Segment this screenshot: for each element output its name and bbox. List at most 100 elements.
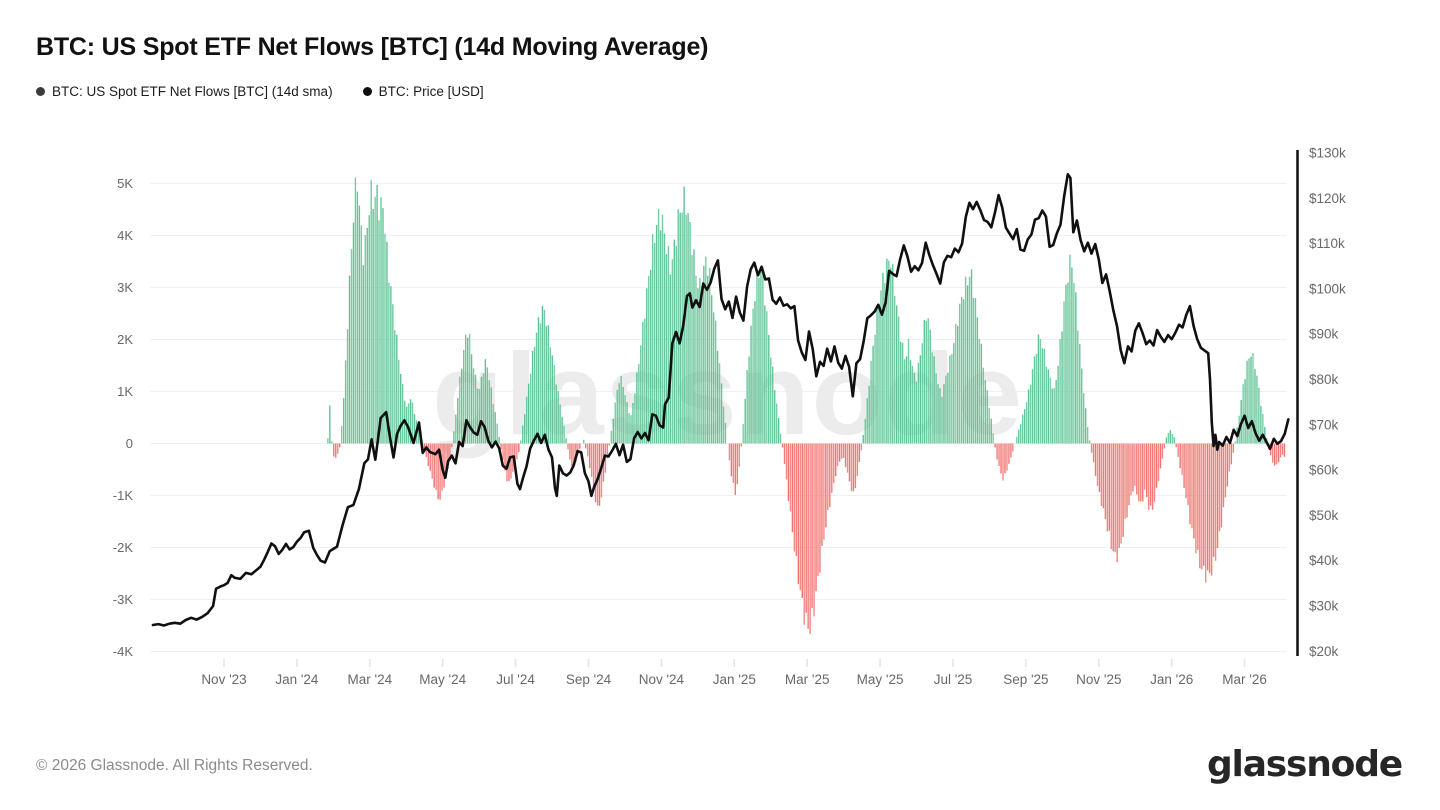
flow-bar-positive [892, 263, 894, 444]
flow-bar-positive [907, 338, 910, 444]
flow-bar-negative [1195, 443, 1197, 554]
flow-bar-positive [752, 308, 754, 444]
flow-bar-negative [858, 443, 861, 463]
flow-bar-negative [1128, 443, 1130, 506]
flow-bar-negative [1203, 443, 1205, 566]
flow-bar-negative [842, 443, 845, 459]
flow-bar-positive [390, 286, 392, 444]
flow-bar-positive [632, 402, 634, 444]
flow-bar-positive [350, 249, 353, 444]
flow-bar-negative [596, 443, 599, 506]
flow-bar-negative [791, 443, 794, 533]
flow-bar-positive [1250, 356, 1252, 444]
flow-bar-positive [1244, 379, 1246, 444]
flow-bar-positive [463, 350, 465, 444]
flow-bar-negative [1012, 443, 1014, 452]
flow-bar-positive [551, 355, 553, 444]
flow-bar-positive [1047, 369, 1049, 444]
flow-bar-negative [1146, 443, 1148, 498]
flow-bar-positive [1248, 358, 1250, 444]
flow-bar-positive [533, 346, 536, 444]
legend-item-flows[interactable]: BTC: US Spot ETF Net Flows [BTC] (14d sm… [36, 84, 333, 99]
legend-item-price[interactable]: BTC: Price [USD] [362, 84, 484, 99]
flow-bar-positive [972, 298, 975, 444]
flow-bar-negative [506, 443, 508, 482]
flow-bar-positive [417, 426, 420, 444]
flow-bar-positive [901, 342, 904, 444]
flow-bar-negative [823, 443, 825, 540]
flow-bar-negative [838, 443, 841, 462]
flow-bar-negative [801, 443, 803, 599]
flow-bar-positive [894, 296, 896, 444]
flow-bar-negative [821, 443, 823, 546]
flow-bar-positive [484, 359, 487, 444]
flow-bar-positive [693, 249, 695, 444]
flow-bar-negative [1157, 443, 1160, 482]
flow-bar-positive [1055, 380, 1057, 444]
flow-bar-positive [770, 357, 772, 444]
flow-bar-positive [959, 303, 961, 444]
flow-bar-positive [974, 298, 977, 444]
flow-bar-negative [573, 443, 575, 468]
left-axis-tick-label: 4K [117, 228, 133, 243]
flow-bar-positive [964, 276, 967, 444]
flow-bar-positive [689, 221, 691, 444]
flow-bar-positive [960, 296, 963, 444]
flow-bar-negative [1153, 443, 1156, 502]
flow-bar-positive [370, 180, 372, 444]
flow-bar-positive [648, 275, 650, 444]
flow-bar-positive [634, 393, 636, 444]
flow-bar-positive [559, 404, 561, 444]
flow-bar-positive [486, 367, 489, 444]
flow-bar-positive [649, 269, 652, 444]
flow-bar-negative [1183, 443, 1185, 488]
flow-bar-positive [409, 399, 412, 444]
flow-bar-positive [1067, 282, 1069, 444]
flow-bar-positive [392, 304, 394, 444]
flow-bar-positive [327, 438, 329, 444]
flow-bar-positive [1081, 368, 1083, 444]
flow-bar-positive [522, 425, 524, 444]
flow-bar-positive [555, 384, 557, 444]
flow-bar-negative [592, 443, 595, 488]
flow-bar-positive [758, 277, 760, 444]
flow-bar-negative [1092, 443, 1095, 463]
flow-bar-negative [1283, 443, 1286, 457]
flow-bar-negative [803, 443, 805, 625]
flow-bar-positive [951, 354, 953, 444]
flow-bar-negative [516, 443, 518, 460]
flow-bar-positive [659, 230, 662, 444]
flow-bar-positive [1029, 384, 1032, 444]
flow-bar-negative [730, 443, 733, 477]
flow-bar-negative [1210, 443, 1213, 576]
flow-bar-negative [844, 443, 847, 468]
flow-bar-positive [923, 320, 925, 444]
flow-bar-positive [899, 341, 902, 444]
left-axis-tick-label: 1K [117, 384, 133, 399]
flow-bar-negative [510, 443, 512, 479]
flow-bar-positive [870, 360, 872, 444]
flow-bar-negative [608, 443, 611, 446]
flow-bar-positive [980, 343, 983, 444]
flow-bar-negative [1096, 443, 1099, 486]
legend-label-flows: BTC: US Spot ETF Net Flows [BTC] (14d sm… [52, 84, 333, 99]
flow-bar-positive [1018, 429, 1020, 444]
right-axis-tick-label: $110k [1309, 236, 1345, 251]
flow-bar-positive [1016, 436, 1018, 444]
flow-bar-positive [766, 311, 768, 444]
flow-bar-positive [366, 227, 368, 444]
watermark-text: glassnode [432, 329, 1024, 459]
flow-bar-negative [1098, 443, 1101, 492]
flow-bar-negative [1108, 443, 1110, 531]
flow-bar-positive [748, 356, 750, 444]
flow-bar-positive [1025, 402, 1028, 444]
flow-bar-positive [1049, 377, 1051, 444]
right-axis-tick-label: $30k [1309, 599, 1339, 614]
flow-bar-negative [994, 443, 996, 448]
flow-bar-negative [805, 443, 807, 613]
flow-bar-negative [425, 443, 427, 458]
flow-bar-positive [1262, 413, 1264, 444]
chart-canvas[interactable]: 5K 4K 3K 2K 1K 0 -1K -2K -3K -4K glassnode Nov '23 J… [0, 140, 1440, 710]
flow-bar-negative [1175, 443, 1177, 448]
flow-bar-positive [655, 224, 658, 444]
